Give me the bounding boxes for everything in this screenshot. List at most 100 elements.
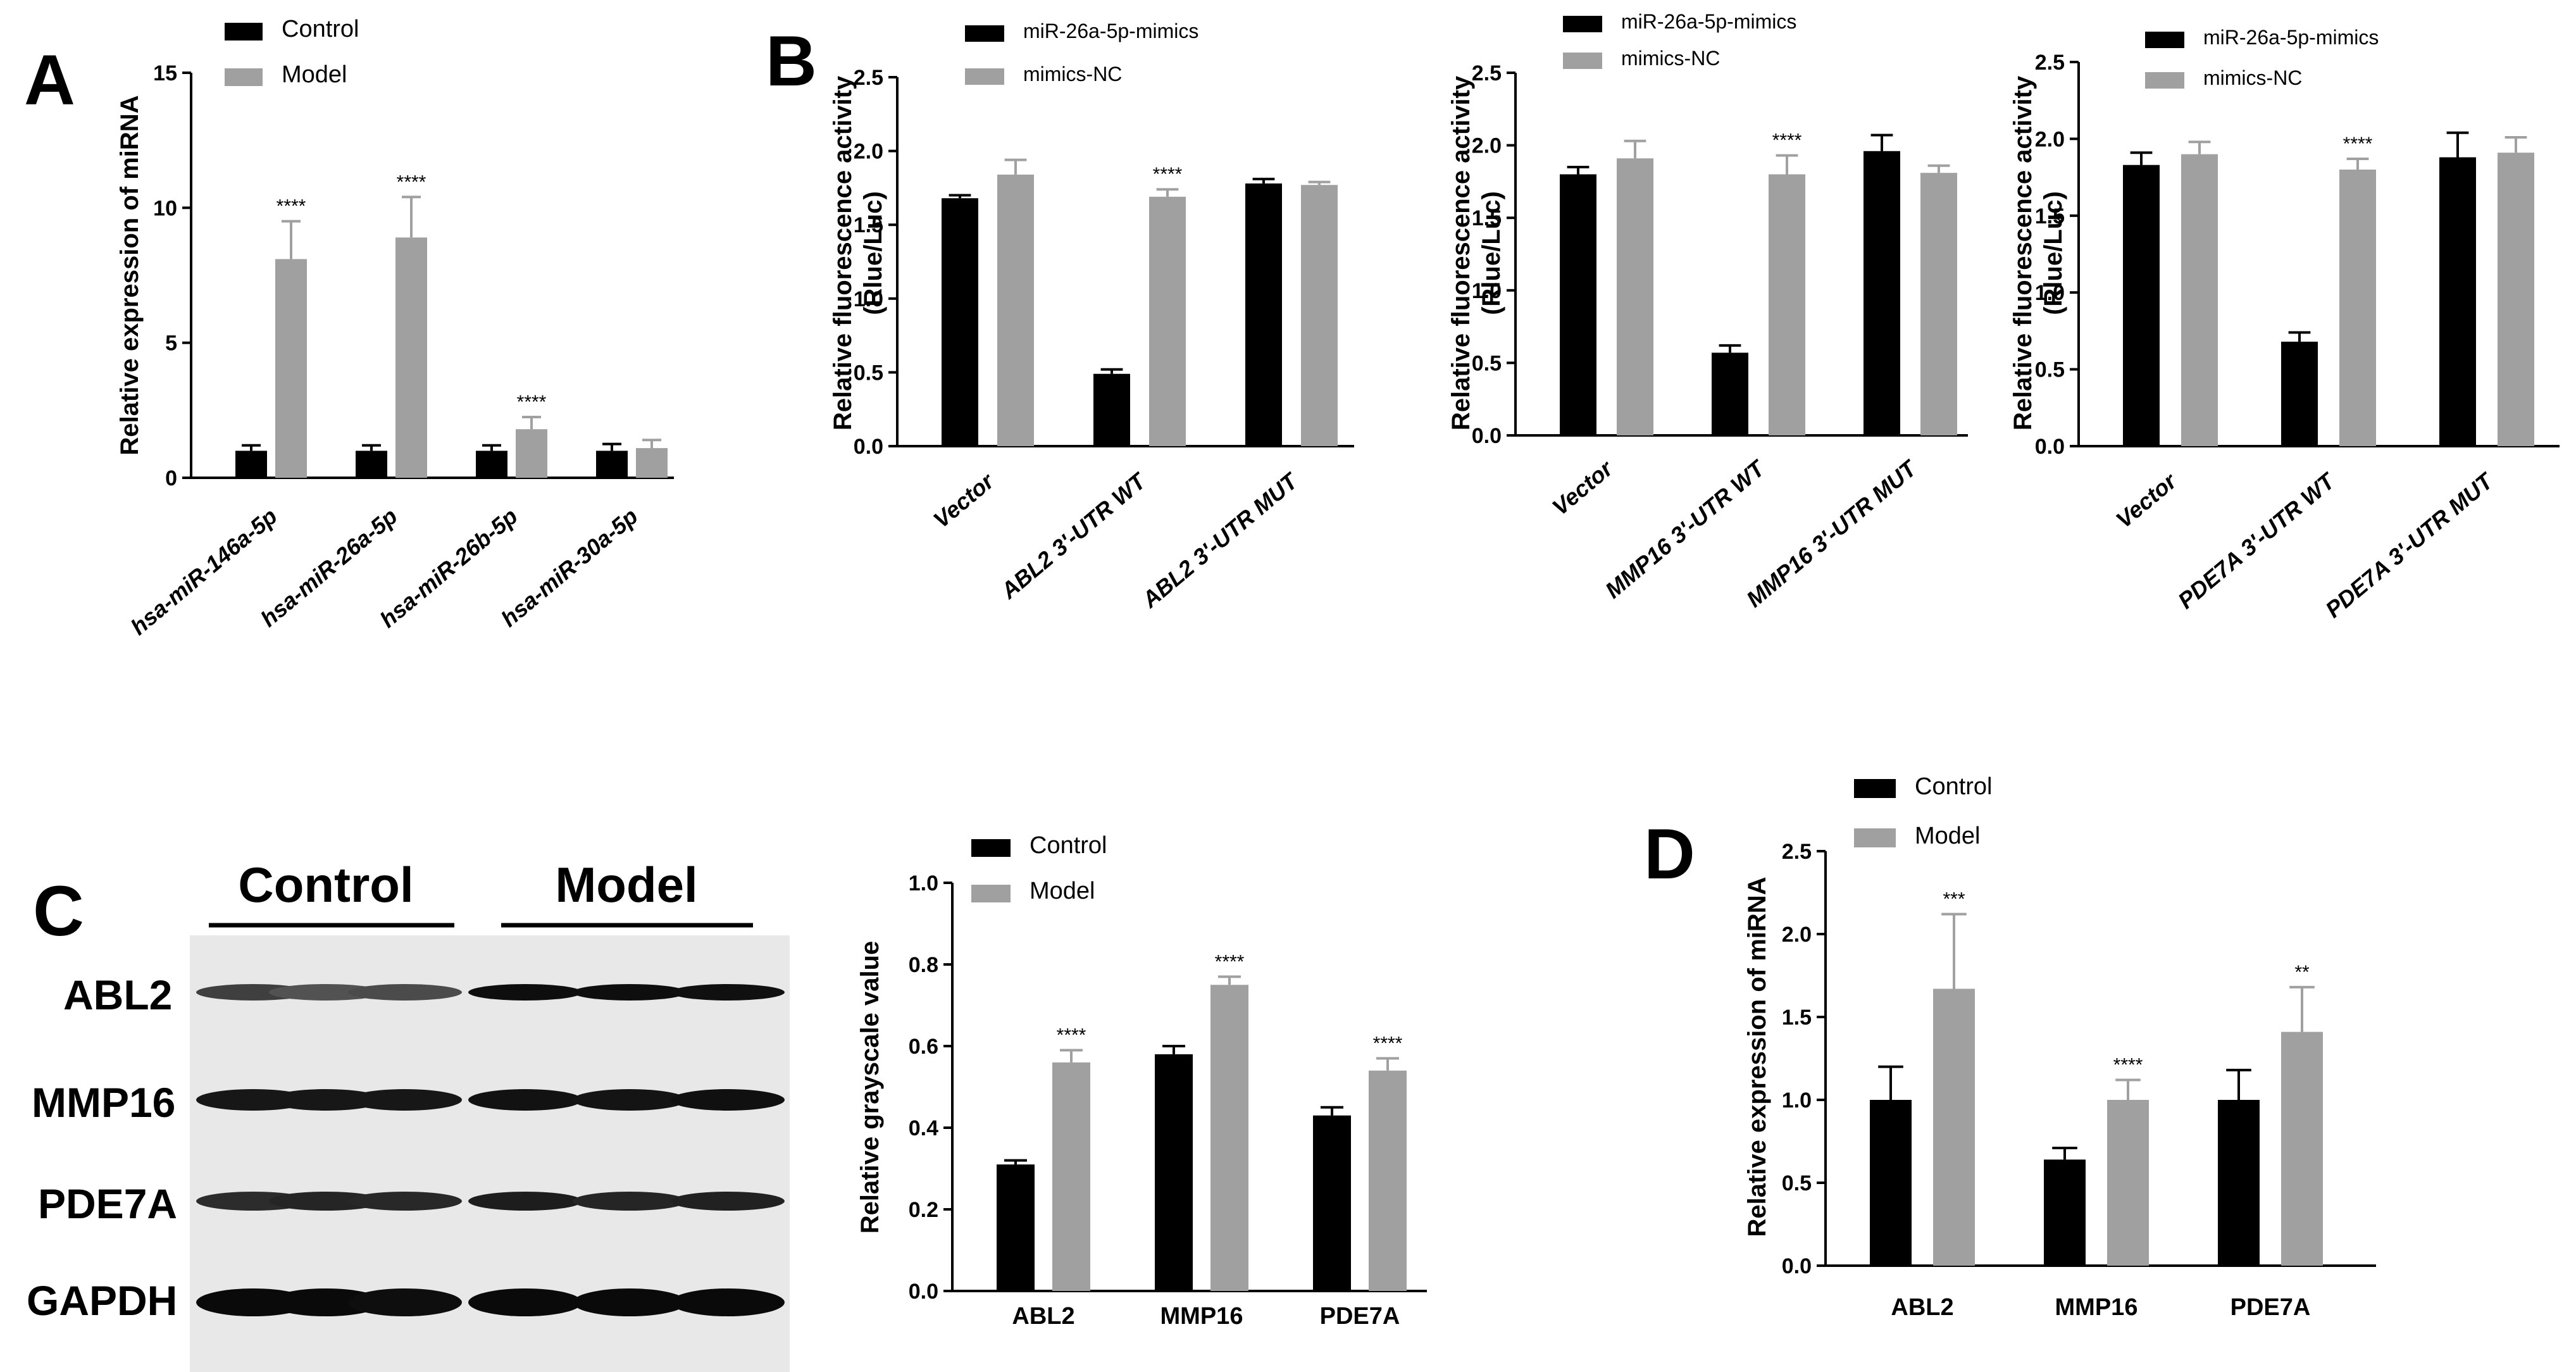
y-tick-label: 0.8 [909,953,938,977]
y-tick-label: 0.2 [909,1198,938,1222]
blot-band [348,984,462,1001]
blot-band [269,1288,383,1316]
blot-row-label-gapdh: GAPDH [27,1277,177,1324]
bar-b1-black [1245,183,1282,446]
legend-label: miR-26a-5p-mimics [2203,26,2379,49]
bar-b3-gray [2181,154,2218,446]
y-tick-label: 0.5 [1782,1171,1812,1195]
blot-group-control-label: Control [238,857,413,913]
y-axis-title: (Rlue/Luc) [2039,191,2067,315]
bar-d-black [2218,1100,2260,1266]
significance-mark: **** [1215,951,1245,972]
y-tick-label: 1.0 [1782,1088,1812,1113]
panel-label-c: C [33,871,84,951]
y-tick-label: 1.0 [1472,279,1502,303]
x-tick-label: ABL2 [1891,1294,1953,1321]
legend-swatch [1563,16,1602,32]
legend-swatch [2145,32,2184,48]
y-tick-label: 0.0 [854,435,883,459]
bar-b2-gray [1920,173,1957,435]
blot-band [468,1192,582,1211]
legend-swatch [965,25,1004,42]
panel-label-b: B [766,22,817,101]
x-tick-label: MMP16 [1160,1303,1243,1330]
bar-d-gray [1933,988,1975,1266]
bar-b2-black [1560,174,1596,435]
legend-label: Model [282,61,347,88]
legend-swatch [965,68,1004,85]
legend-label: Control [282,16,359,42]
bar-b1-gray [1301,185,1338,446]
y-tick-label: 10 [153,196,177,220]
y-axis-title: Relative fluorescence activity [1447,75,1475,430]
blot-band [573,984,687,1001]
y-tick-label: 1.0 [854,287,883,311]
bar-a-gray [275,259,307,478]
y-tick-label: 2.0 [854,140,883,164]
bar-a-gray [636,448,668,478]
y-tick-label: 0.4 [909,1116,938,1140]
bar-b2-black [1712,352,1748,435]
legend-label: Control [1030,832,1107,859]
legend-label: Model [1915,823,1981,849]
significance-mark: **** [517,392,547,413]
chart-panel-d: 0.0 0.5 1.0 1.5 2.0 2.5 Relative expression of… [1743,773,2376,1321]
y-axis-title: Relative fluorescence activity [2009,75,2037,430]
significance-mark: **** [1153,164,1183,185]
blot-row-label-pde7a: PDE7A [38,1180,177,1227]
bar-c-gray [1052,1062,1090,1291]
x-tick-label: MMP16 [2055,1294,2138,1321]
blot-band [269,1089,383,1111]
y-tick-label: 1.5 [854,213,883,237]
blot-band [671,1089,785,1111]
y-tick-label: 2.0 [2035,127,2065,151]
legend-label: Model [1030,878,1095,904]
blot-band [573,1089,687,1111]
y-axis-title: (Rlue/Luc) [1478,191,1505,315]
blot-band [348,1288,462,1316]
blot-band [573,1192,687,1211]
bar-c-black [997,1164,1035,1291]
blot-band [573,1288,687,1316]
bar-b2-gray [1617,158,1653,435]
blot-band [468,1089,582,1111]
panel-label-a: A [24,41,75,120]
bar-c-gray [1210,985,1248,1291]
bar-c-black [1155,1054,1193,1291]
legend-label: mimics-NC [2203,66,2302,89]
y-axis-title: Relative expression of miRNA [1743,876,1771,1237]
y-tick-label: 0.5 [1472,351,1502,375]
blot-band [269,1192,383,1211]
bar-d-black [1870,1100,1912,1266]
blot-row-label-abl2: ABL2 [63,971,172,1018]
bar-d-gray [2281,1032,2323,1266]
significance-mark: ** [2294,962,2310,983]
legend-swatch [225,68,263,86]
bar-b1-black [942,198,978,446]
legend-label: mimics-NC [1023,63,1122,85]
bar-d-gray [2107,1100,2149,1266]
bar-b2-black [1864,151,1900,435]
bar-b3-black [2123,165,2160,446]
blot-band [348,1089,462,1111]
blot-group-model-label: Model [555,857,697,913]
bar-c-black [1313,1115,1351,1291]
bar-c-gray [1369,1070,1407,1291]
legend-label: miR-26a-5p-mimics [1023,20,1198,42]
blot-band [468,984,582,1001]
y-tick-label: 0.6 [909,1035,938,1059]
significance-mark: **** [2113,1055,2143,1076]
y-tick-label: 2.5 [1472,61,1502,85]
significance-mark: **** [1057,1025,1086,1045]
significance-mark: *** [1943,889,1965,910]
legend-swatch [1854,828,1896,847]
legend-swatch [225,23,263,41]
bar-b2-gray [1769,174,1805,435]
y-tick-label: 0.0 [1472,424,1502,448]
blot-band [671,984,785,1001]
bar-a-black [596,451,628,478]
blot-band [468,1288,582,1316]
y-tick-label: 15 [153,61,177,85]
legend-swatch [2145,72,2184,89]
